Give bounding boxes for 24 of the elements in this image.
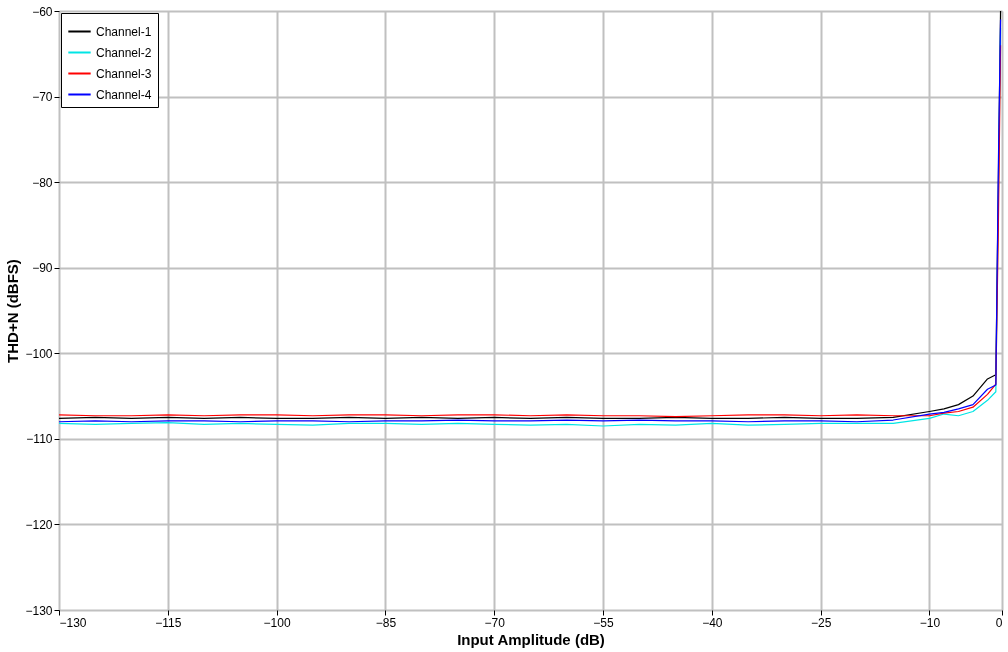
y-axis-title: THD+N (dBFS)	[4, 259, 22, 363]
y-tick-label: −60	[32, 4, 53, 19]
y-tick-label: −70	[32, 90, 53, 105]
y-tick-label: −110	[26, 432, 53, 447]
x-tick-label: −115	[155, 615, 182, 630]
legend-label: Channel-4	[96, 87, 152, 102]
legend-label: Channel-2	[96, 45, 152, 60]
x-tick-label: −130	[59, 615, 87, 630]
x-tick-label: −85	[375, 615, 397, 630]
y-tick-label: −80	[32, 175, 53, 190]
y-tick-label: −100	[25, 346, 53, 361]
x-tick-label: −55	[593, 615, 615, 630]
legend-label: Channel-3	[96, 66, 152, 81]
y-tick-label: −120	[25, 517, 53, 532]
x-tick-label: 0	[995, 615, 1003, 630]
x-tick-label: −25	[810, 615, 832, 630]
x-axis-title: Input Amplitude (dB)	[457, 630, 605, 648]
x-tick-label: −100	[263, 615, 291, 630]
y-tick-label: −90	[32, 261, 53, 276]
x-tick-label: −70	[484, 615, 506, 630]
x-tick-label: −10	[919, 615, 941, 630]
legend-label: Channel-1	[96, 24, 152, 39]
x-tick-label: −40	[702, 615, 723, 630]
y-tick-label: −130	[25, 603, 53, 618]
